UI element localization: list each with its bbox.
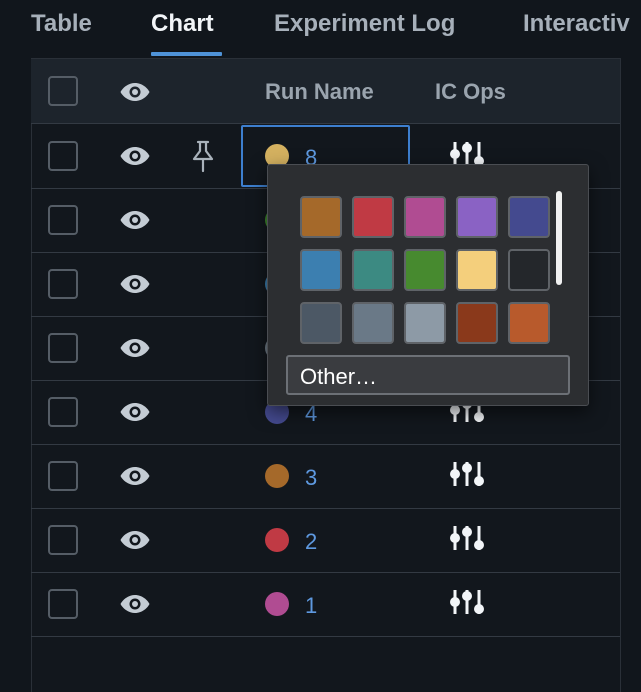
color-swatch-indigo[interactable] <box>508 196 550 238</box>
run-name-link[interactable]: 1 <box>305 593 318 618</box>
select-all-checkbox[interactable] <box>48 76 78 106</box>
run-color-dot[interactable] <box>265 592 289 616</box>
color-swatch-magenta[interactable] <box>404 196 446 238</box>
table-row[interactable]: 3 <box>31 445 620 509</box>
color-swatch-green[interactable] <box>404 249 446 291</box>
color-swatch-slate[interactable] <box>300 302 342 344</box>
color-swatch-brown[interactable] <box>300 196 342 238</box>
run-name-link[interactable]: 8 <box>305 145 318 170</box>
table-row[interactable]: 2 <box>31 509 620 573</box>
run-color-dot[interactable] <box>265 528 289 552</box>
row-checkbox[interactable] <box>48 397 78 427</box>
run-name-link[interactable]: 2 <box>305 529 318 554</box>
run-name-column-header[interactable]: Run Name <box>265 79 374 104</box>
row-checkbox[interactable] <box>48 525 78 555</box>
color-swatch-light-gray[interactable] <box>404 302 446 344</box>
sliders-icon[interactable] <box>448 140 486 168</box>
eye-icon[interactable] <box>119 337 151 359</box>
sliders-icon[interactable] <box>448 588 486 616</box>
tab-experiment-log[interactable]: Experiment Log <box>274 10 456 37</box>
color-swatch-orange[interactable] <box>508 302 550 344</box>
eye-icon[interactable] <box>119 465 151 487</box>
color-swatch-red[interactable] <box>352 196 394 238</box>
tab-chart[interactable]: Chart <box>151 10 214 37</box>
color-swatch-gray[interactable] <box>352 302 394 344</box>
run-color-dot[interactable] <box>265 464 289 488</box>
eye-icon[interactable] <box>119 145 151 167</box>
other-color-button[interactable]: Other… <box>286 355 570 395</box>
table-header: Run Name IC Ops <box>31 58 620 124</box>
row-checkbox[interactable] <box>48 141 78 171</box>
row-checkbox[interactable] <box>48 589 78 619</box>
color-swatch-yellow[interactable] <box>456 249 498 291</box>
table-row[interactable]: 1 <box>31 573 620 637</box>
eye-icon[interactable] <box>119 273 151 295</box>
eye-icon[interactable] <box>119 529 151 551</box>
sliders-icon[interactable] <box>448 524 486 552</box>
color-swatch-teal[interactable] <box>352 249 394 291</box>
eye-icon[interactable] <box>119 81 151 103</box>
row-checkbox[interactable] <box>48 461 78 491</box>
swatch-scrollbar[interactable] <box>556 191 562 285</box>
color-swatch-rust[interactable] <box>456 302 498 344</box>
color-swatch-blue[interactable] <box>300 249 342 291</box>
tab-interactive[interactable]: Interactiv <box>523 10 630 37</box>
row-checkbox[interactable] <box>48 333 78 363</box>
tab-bar: Table Chart Experiment Log Interactiv <box>0 0 641 58</box>
table-right-border <box>620 58 621 692</box>
ic-ops-column-header[interactable]: IC Ops <box>435 79 506 104</box>
pin-icon[interactable] <box>189 139 217 173</box>
color-swatch-purple[interactable] <box>456 196 498 238</box>
eye-icon[interactable] <box>119 209 151 231</box>
color-picker-popup: Other… <box>267 164 589 406</box>
row-checkbox[interactable] <box>48 205 78 235</box>
active-tab-indicator <box>151 52 222 56</box>
eye-icon[interactable] <box>119 401 151 423</box>
sliders-icon[interactable] <box>448 460 486 488</box>
tab-table[interactable]: Table <box>31 10 92 37</box>
color-swatch-charcoal[interactable] <box>508 249 550 291</box>
row-checkbox[interactable] <box>48 269 78 299</box>
run-name-link[interactable]: 3 <box>305 465 318 490</box>
eye-icon[interactable] <box>119 593 151 615</box>
run-name-link[interactable]: 4 <box>305 401 318 426</box>
